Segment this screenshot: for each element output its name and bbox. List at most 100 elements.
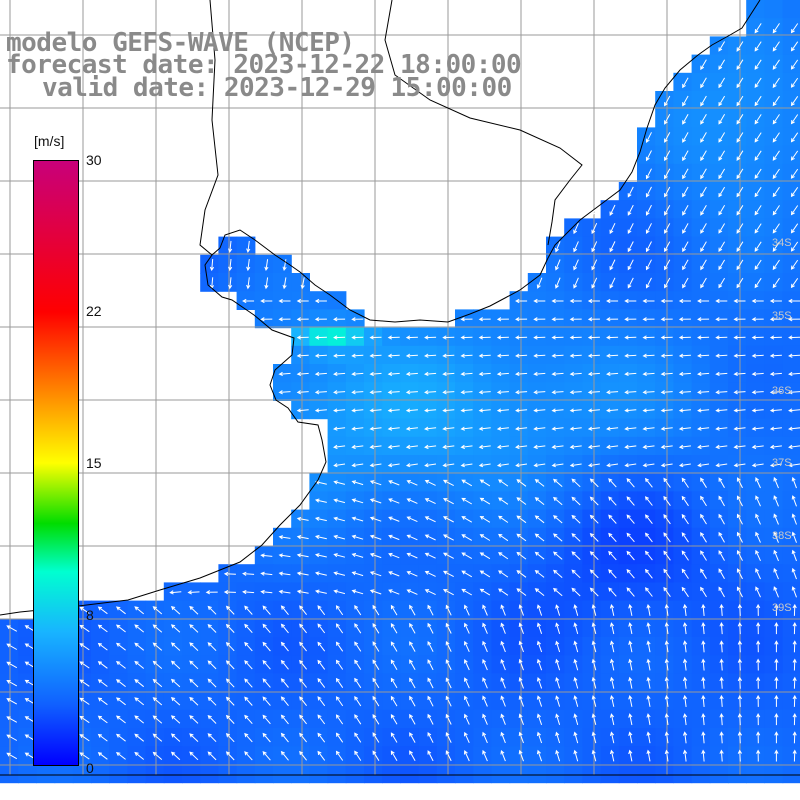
wind-arrow [754, 132, 762, 143]
wind-cell [618, 509, 638, 529]
wind-cell [673, 109, 693, 128]
wind-cell [546, 764, 565, 784]
wind-cell [564, 582, 583, 602]
colorbar [33, 160, 79, 766]
wind-arrow [701, 640, 706, 653]
wind-arrow [646, 658, 651, 671]
wind-arrow [482, 604, 488, 616]
wind-cell [491, 637, 511, 656]
wind-cell [728, 182, 747, 201]
wind-arrow [406, 516, 418, 523]
wind-cell [673, 691, 693, 711]
wind-cell [327, 364, 347, 383]
wind-cell [709, 746, 729, 765]
wind-cell [600, 673, 620, 693]
wind-arrow [754, 150, 762, 161]
wind-arrow [792, 731, 797, 744]
wind-cell [18, 764, 37, 784]
wind-cell [618, 491, 638, 511]
wind-arrow [552, 496, 563, 506]
wind-cell [418, 691, 438, 711]
wind-arrow [754, 95, 762, 107]
wind-arrow [700, 241, 707, 253]
wind-cell [728, 564, 747, 583]
wind-cell [673, 655, 693, 674]
wind-arrow [733, 335, 746, 340]
colorbar-tick-8: 8 [86, 607, 94, 623]
wind-arrow [406, 480, 418, 486]
wind-cell [436, 364, 456, 383]
wind-arrow [478, 353, 491, 358]
wind-cell [709, 564, 729, 583]
wind-cell [728, 637, 747, 656]
wind-arrow [225, 696, 235, 706]
wind-arrow [791, 531, 797, 543]
wind-arrow [736, 223, 744, 234]
wind-arrow [697, 426, 710, 431]
wind-cell [564, 273, 583, 292]
wind-cell [691, 382, 711, 401]
wind-cell [691, 54, 711, 74]
wind-cell [764, 54, 784, 74]
wind-cell [582, 527, 602, 547]
wind-cell [582, 600, 602, 620]
wind-cell [673, 364, 693, 383]
wind-cell [618, 436, 638, 456]
wind-cell [455, 382, 474, 401]
wind-cell [291, 673, 310, 693]
wind-arrow [715, 371, 728, 377]
wind-arrow [170, 697, 181, 706]
wind-cell [782, 327, 800, 347]
wind-cell [163, 764, 183, 784]
wind-arrow [536, 731, 543, 744]
wind-arrow [700, 495, 707, 507]
wind-arrow [427, 731, 434, 743]
wind-arrow [460, 390, 473, 395]
wind-cell [291, 273, 310, 292]
wind-cell [382, 527, 401, 547]
wind-arrow [756, 694, 761, 707]
wind-arrow [354, 750, 362, 761]
wind-arrow [682, 731, 688, 744]
wind-arrow [682, 132, 689, 143]
wind-arrow [646, 694, 651, 707]
wind-arrow [207, 733, 217, 743]
wind-cell [618, 273, 638, 292]
wind-arrow [333, 463, 346, 468]
wind-arrow [701, 676, 706, 689]
wind-arrow [609, 658, 615, 671]
wind-arrow [115, 715, 126, 724]
wind-cell [400, 455, 420, 474]
wind-cell [0, 764, 19, 784]
wind-cell [364, 746, 383, 765]
wind-cell [382, 618, 401, 638]
wind-cell [273, 254, 292, 274]
wind-cell [782, 18, 800, 37]
wind-arrow [755, 549, 761, 562]
wind-arrow [769, 463, 782, 468]
wind-cell [691, 691, 711, 711]
wind-cell [764, 163, 784, 183]
wind-cell [400, 764, 420, 784]
wind-cell [436, 691, 456, 711]
wind-cell [236, 691, 256, 711]
wind-arrow [774, 713, 779, 726]
wind-arrow [299, 678, 307, 688]
wind-cell [673, 764, 693, 784]
wind-cell [145, 764, 165, 784]
wind-arrow [79, 697, 90, 705]
wind-arrow [736, 241, 744, 253]
wind-cell [691, 600, 711, 620]
wind-arrow [464, 750, 470, 762]
wind-cell [655, 509, 674, 529]
wind-cell [509, 691, 529, 711]
wind-arrow [115, 697, 126, 706]
wind-cell [491, 655, 511, 674]
wind-arrow [278, 553, 291, 558]
wind-arrow [737, 676, 743, 689]
wind-arrow [791, 495, 797, 507]
wind-cell [618, 473, 638, 492]
wind-cell [655, 382, 674, 401]
wind-arrow [405, 426, 418, 431]
wind-arrow [678, 408, 691, 413]
